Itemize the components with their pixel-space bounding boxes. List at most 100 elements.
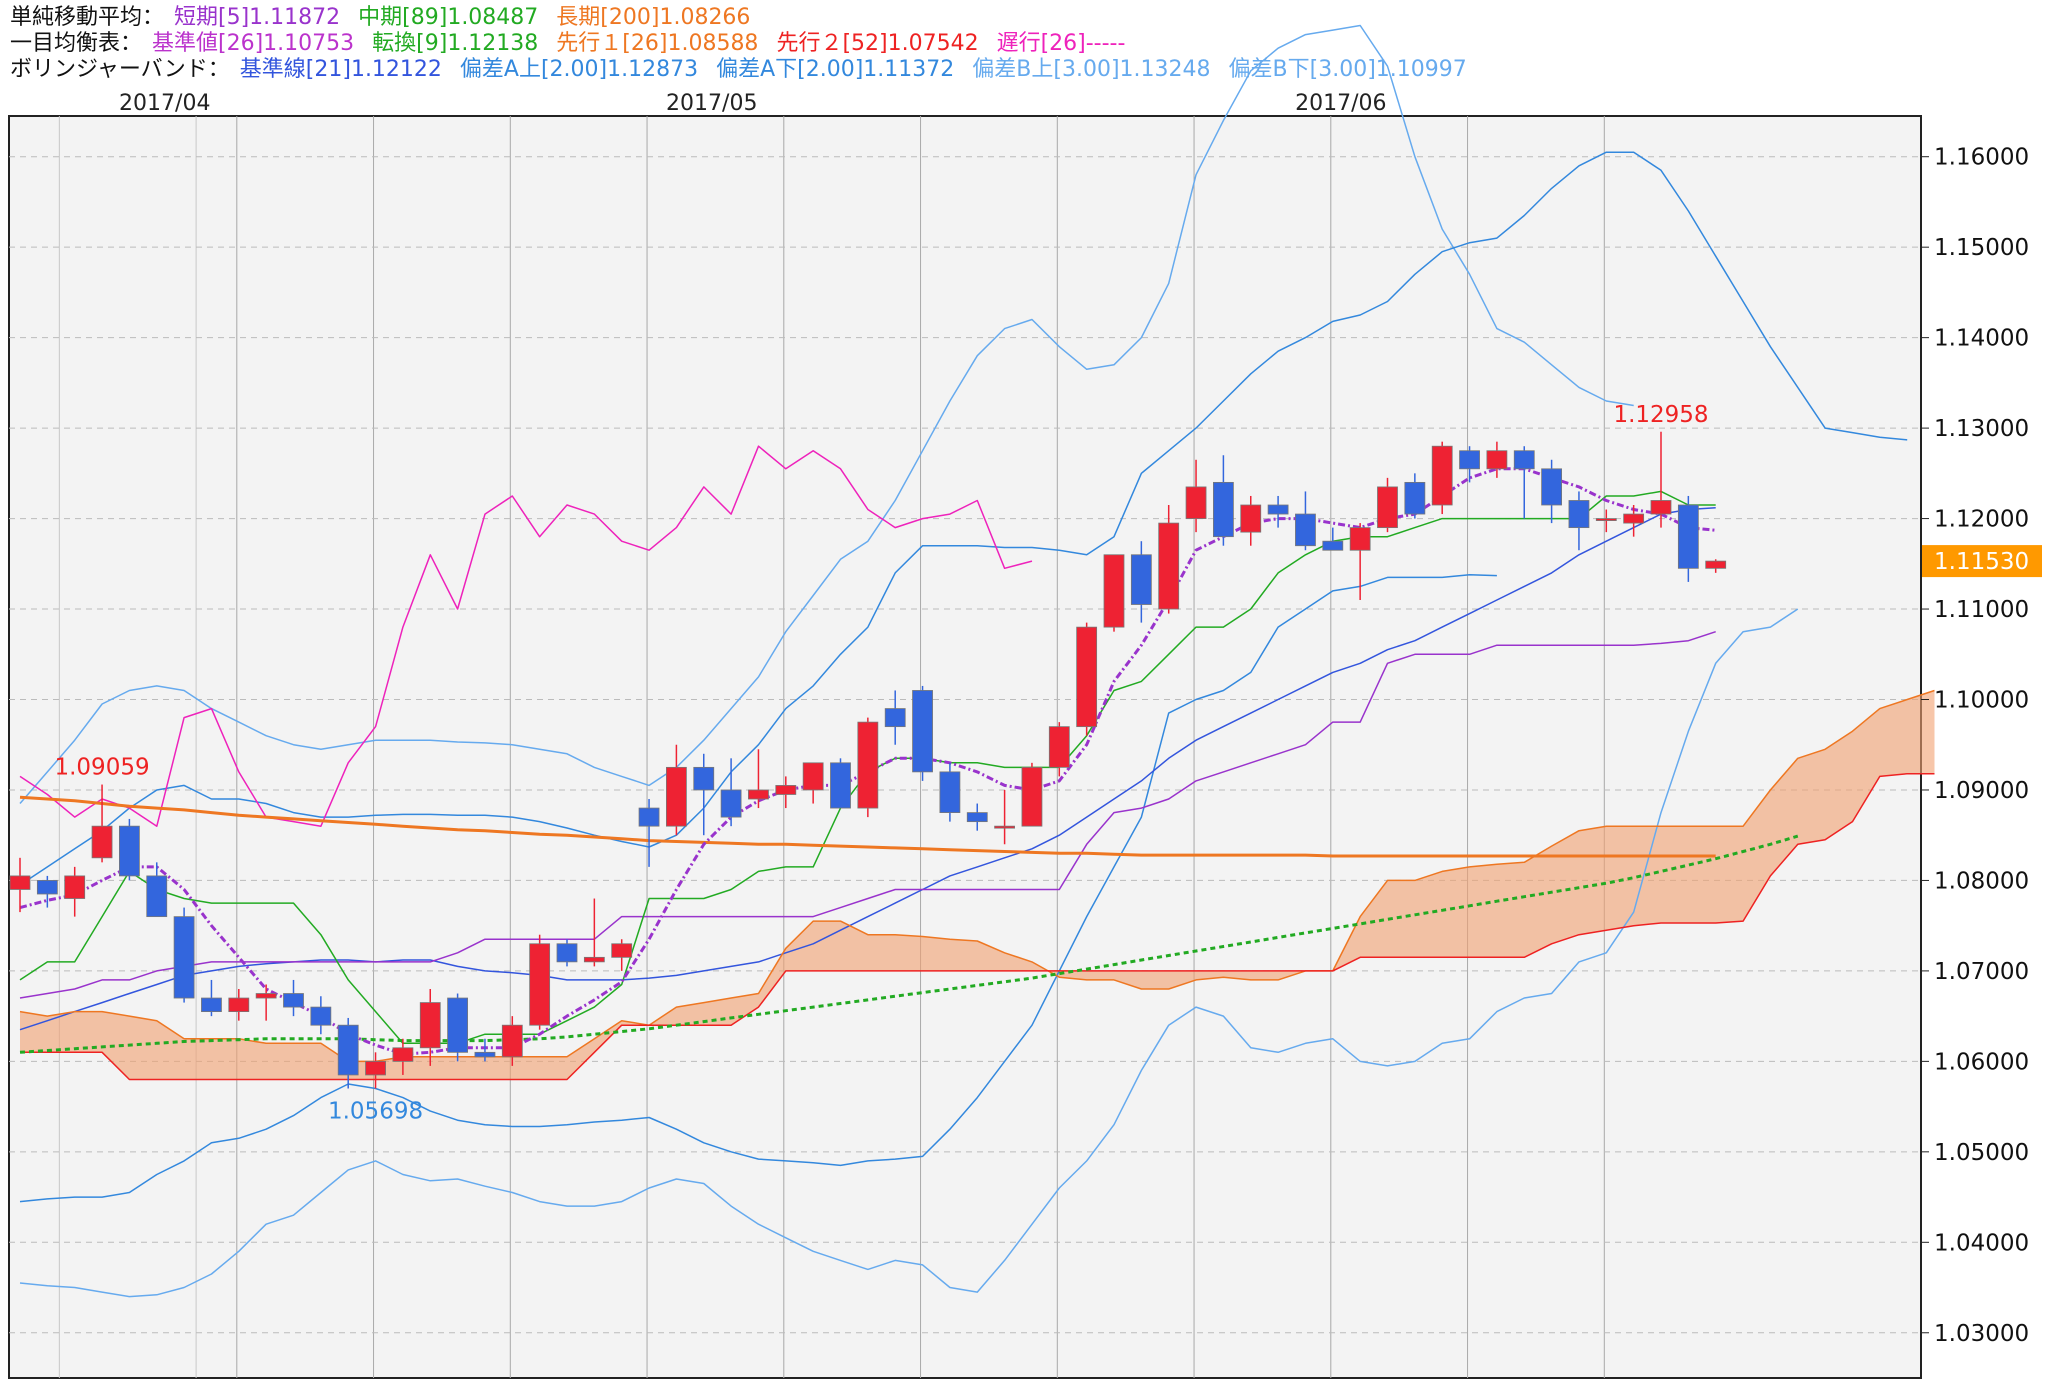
candle-body [1103, 554, 1125, 628]
candle [994, 789, 1015, 845]
candle-body [1486, 450, 1508, 470]
candle-body [228, 997, 250, 1013]
candle [666, 744, 687, 836]
series-bb-up3-line [19, 24, 1634, 804]
candle [1459, 446, 1480, 483]
legend-item: 転換[9]1.12138 [372, 31, 538, 56]
legend-bollinger-label: ボリンジャーバンド： 基準線[21]1.12122 偏差A上[2.00]1.1287… [10, 57, 1467, 82]
candle-body [36, 880, 58, 895]
candle [638, 799, 660, 867]
candle-body [1158, 522, 1180, 610]
candle-body [1404, 481, 1426, 515]
legend-item: 遅行[26]----- [997, 31, 1126, 56]
y-tick-label: 1.05000 [1934, 1140, 2029, 1166]
candle [365, 1052, 386, 1089]
current-price-label: 1.11530 [1934, 549, 2029, 575]
candle [9, 857, 31, 913]
candle [1076, 622, 1098, 736]
candle [1377, 477, 1398, 533]
candle-body [1076, 626, 1098, 728]
candle-body [748, 789, 769, 800]
candle [1267, 495, 1289, 528]
candle [720, 758, 742, 827]
candle-body [1513, 450, 1535, 470]
legend-item: 偏差A上[2.00]1.12873 [460, 57, 698, 82]
candle [91, 784, 113, 863]
candle [1623, 505, 1645, 537]
legend-item: 長期[200]1.08266 [556, 5, 750, 30]
candle-body [1130, 554, 1152, 605]
candle [447, 993, 469, 1062]
y-tick-label: 1.08000 [1934, 868, 2029, 894]
candle [1541, 459, 1562, 524]
annotations: 1.09059 1.05698 1.12958 [54, 402, 1708, 1125]
legend-item: 偏差B上[3.00]1.13248 [972, 57, 1210, 82]
candle [857, 717, 879, 818]
candle [529, 934, 551, 1030]
legend: 単純移動平均： 短期[5]1.11872 中期[89]1.08487 長期[200]1… [10, 5, 1467, 82]
candle-body [1541, 468, 1562, 506]
candle [1349, 523, 1371, 600]
candle [1295, 491, 1316, 551]
candle [146, 862, 168, 918]
candle-body [1705, 560, 1727, 569]
legend-item: 基準線[21]1.12122 [240, 57, 442, 82]
candle-body [1322, 540, 1344, 551]
series-bb-lo3-line [19, 608, 1799, 1298]
y-tick-label: 1.16000 [1934, 145, 2029, 171]
candle-body [337, 1024, 359, 1076]
candle-body [201, 997, 222, 1013]
y-tick-label: 1.03000 [1934, 1321, 2029, 1347]
candle-body [556, 943, 578, 963]
candle-body [1213, 481, 1234, 538]
candle [966, 803, 988, 831]
candle [939, 762, 961, 822]
candle-body [1595, 518, 1617, 521]
candle [173, 907, 195, 1003]
legend-item: 基準値[26]1.10753 [152, 31, 354, 56]
current-price-tag [1922, 545, 2042, 578]
y-tick-label: 1.09000 [1934, 778, 2029, 804]
candle [1130, 541, 1152, 623]
candle [830, 758, 851, 809]
candle [583, 898, 605, 967]
candle [1677, 495, 1699, 582]
candle [501, 1016, 523, 1066]
y-tick-label: 1.07000 [1934, 959, 2029, 985]
legend-ichimoku-label: 一目均衡表： 基準値[26]1.10753 転換[9]1.12138 先行１[26]1… [10, 31, 1125, 56]
x-tick-label: 2017/05 [666, 91, 757, 116]
y-tick-label: 1.12000 [1934, 507, 2029, 533]
candle [474, 1038, 496, 1062]
candle-body [310, 1006, 332, 1026]
candle-body [583, 956, 605, 963]
candle [1185, 459, 1207, 533]
candle-body [447, 997, 469, 1053]
price-annotation: 1.05698 [328, 1099, 423, 1125]
candle [1486, 441, 1508, 478]
x-tick-label: 2017/04 [119, 91, 210, 116]
candle [283, 979, 304, 1017]
candle-body [419, 1002, 441, 1049]
candle-body [693, 766, 715, 791]
series-sma-long-line [19, 795, 1716, 858]
x-axis-labels: 2017/04 2017/05 2017/06 [119, 91, 1386, 116]
candle-body [1459, 450, 1480, 470]
y-tick-label: 1.14000 [1934, 326, 2029, 352]
candle-body [1623, 513, 1645, 524]
candle-body [1021, 766, 1043, 827]
candle-body [9, 875, 31, 890]
candle [1705, 559, 1727, 573]
candle-body [966, 812, 988, 823]
candle-body [1240, 504, 1262, 533]
candle-body [119, 825, 140, 877]
candle-body [1431, 445, 1453, 506]
candle-body [802, 762, 824, 791]
candle [693, 753, 715, 836]
candle-body [611, 943, 633, 958]
candle-body [501, 1024, 523, 1058]
candle-body [830, 762, 851, 809]
legend-item: 中期[89]1.08487 [358, 5, 538, 30]
legend-sma-label: 単純移動平均： 短期[5]1.11872 中期[89]1.08487 長期[200]1… [10, 5, 750, 30]
candle-body [1048, 726, 1070, 768]
